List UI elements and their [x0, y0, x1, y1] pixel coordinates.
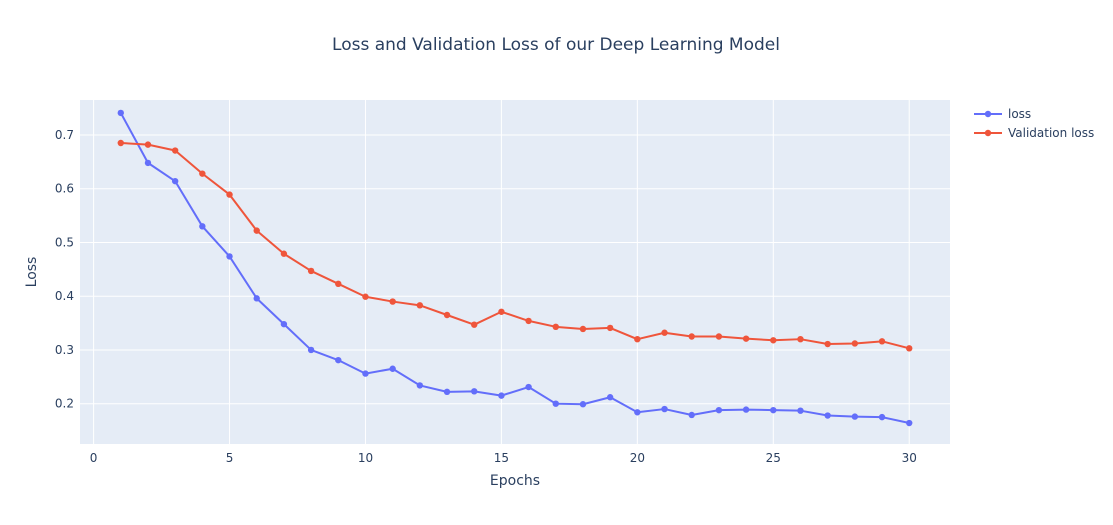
- data-point: [117, 139, 124, 147]
- data-point: [117, 109, 124, 117]
- x-tick-label: 25: [766, 451, 781, 465]
- data-point: [770, 337, 777, 344]
- data-point: [661, 405, 668, 413]
- series-loss: [117, 109, 913, 427]
- y-axis-label: Loss: [24, 257, 40, 288]
- data-point: [253, 295, 260, 302]
- legend-swatch-marker: [984, 129, 992, 137]
- data-point: [307, 346, 315, 354]
- data-point: [552, 323, 559, 331]
- x-tick-labels: 0 5 10 15 20 25 30: [90, 451, 917, 465]
- data-point: [199, 223, 206, 230]
- data-point: [770, 406, 777, 414]
- legend-item[interactable]: loss: [974, 107, 1031, 121]
- data-point: [199, 170, 206, 177]
- y-tick-label: 0.5: [55, 235, 74, 249]
- x-tick-label: 0: [90, 451, 98, 465]
- data-point: [688, 411, 695, 419]
- data-point: [525, 317, 532, 325]
- legend-label: loss: [1008, 107, 1031, 121]
- data-point: [389, 298, 396, 305]
- data-point: [878, 338, 886, 345]
- series-line: [119, 112, 910, 425]
- data-point: [144, 159, 152, 167]
- data-point: [253, 227, 260, 234]
- legend-swatch-marker: [984, 110, 992, 118]
- data-point: [797, 407, 804, 414]
- data-point: [878, 413, 886, 421]
- data-point: [498, 392, 505, 399]
- data-point: [471, 321, 478, 328]
- data-point: [634, 335, 641, 343]
- data-point: [389, 365, 396, 372]
- data-point: [606, 394, 614, 401]
- data-point: [416, 302, 424, 309]
- data-point: [498, 308, 505, 315]
- data-point: [797, 335, 804, 343]
- series-validation-loss: [117, 139, 913, 352]
- data-point: [906, 419, 913, 427]
- y-tick-labels: 0.2 0.3 0.4 0.5 0.6 0.7: [55, 128, 74, 411]
- data-point: [742, 335, 750, 342]
- data-point: [579, 401, 587, 408]
- plot-area: [80, 100, 950, 444]
- data-point: [606, 324, 614, 332]
- data-point: [715, 333, 723, 340]
- x-axis-label: Epochs: [490, 473, 540, 489]
- data-point: [416, 382, 424, 389]
- x-tick-label: 15: [494, 451, 509, 465]
- x-tick-label: 5: [226, 451, 234, 465]
- legend-item[interactable]: Validation loss: [974, 126, 1094, 140]
- data-point: [335, 356, 342, 364]
- y-tick-label: 0.6: [55, 182, 74, 196]
- data-point: [471, 388, 478, 395]
- data-point: [579, 325, 587, 333]
- data-point: [307, 267, 315, 275]
- data-point: [226, 253, 233, 260]
- data-point: [226, 191, 233, 198]
- y-tick-label: 0.4: [55, 289, 74, 303]
- data-point: [362, 370, 369, 377]
- data-point: [906, 345, 913, 352]
- data-point: [851, 340, 859, 347]
- data-point: [443, 311, 451, 319]
- data-point: [280, 250, 288, 257]
- data-point: [171, 177, 179, 185]
- data-point: [742, 406, 750, 413]
- data-point: [715, 406, 723, 414]
- data-point: [525, 383, 532, 391]
- data-point: [824, 412, 831, 419]
- data-point: [144, 141, 152, 148]
- grid: [80, 100, 950, 444]
- legend-label: Validation loss: [1008, 126, 1094, 140]
- data-point: [552, 400, 559, 407]
- data-point: [280, 320, 288, 328]
- data-point: [824, 340, 831, 348]
- x-tick-label: 20: [630, 451, 645, 465]
- data-point: [661, 329, 668, 336]
- data-point: [335, 280, 342, 288]
- chart-title: Loss and Validation Loss of our Deep Lea…: [332, 35, 780, 55]
- series-group: [117, 109, 913, 427]
- y-tick-label: 0.2: [55, 397, 74, 411]
- data-point: [851, 413, 859, 420]
- series-line: [120, 142, 910, 350]
- data-point: [634, 409, 641, 416]
- data-point: [443, 388, 451, 396]
- x-tick-label: 10: [358, 451, 373, 465]
- y-tick-label: 0.7: [55, 128, 74, 142]
- data-point: [362, 293, 369, 300]
- x-tick-label: 30: [902, 451, 917, 465]
- y-tick-label: 0.3: [55, 343, 74, 357]
- data-point: [688, 333, 695, 340]
- data-point: [171, 147, 179, 154]
- legend[interactable]: loss Validation loss: [974, 107, 1094, 140]
